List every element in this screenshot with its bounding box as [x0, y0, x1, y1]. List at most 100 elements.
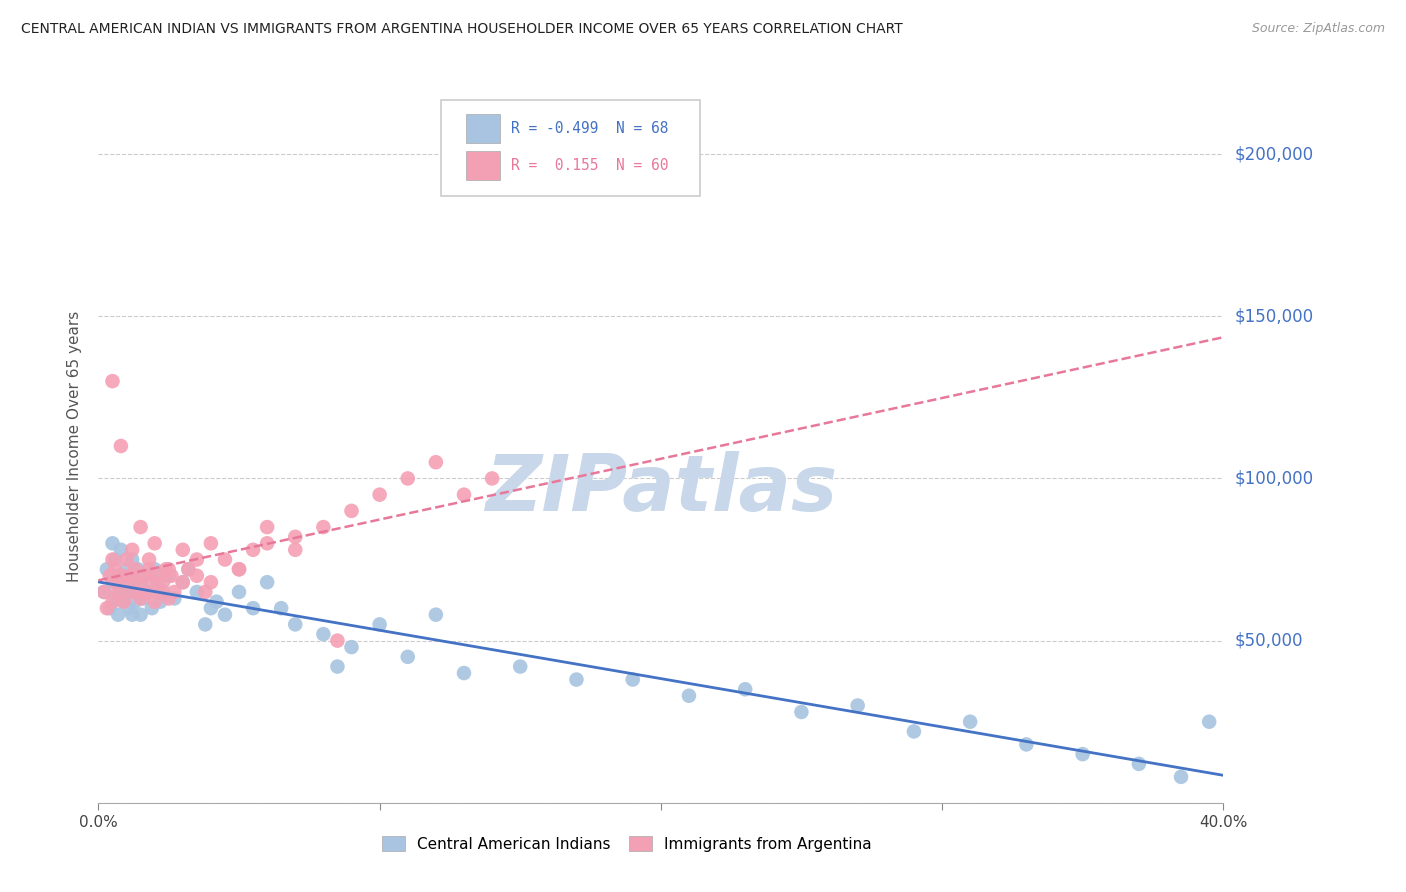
Point	[157, 562, 180, 576]
Point	[172, 575, 194, 590]
Text: R = -0.499  N = 68: R = -0.499 N = 68	[512, 121, 669, 136]
Point	[157, 568, 180, 582]
Point	[228, 562, 250, 576]
Point	[104, 575, 127, 590]
Point	[194, 617, 217, 632]
Point	[93, 585, 115, 599]
Point	[143, 536, 166, 550]
Point	[118, 601, 141, 615]
Point	[177, 562, 200, 576]
Point	[132, 568, 155, 582]
Point	[110, 439, 132, 453]
FancyBboxPatch shape	[467, 114, 501, 143]
Point	[118, 568, 141, 582]
Point	[138, 562, 160, 576]
Point	[101, 552, 124, 566]
Point	[112, 568, 135, 582]
Text: $150,000: $150,000	[1234, 307, 1313, 326]
Point	[242, 601, 264, 615]
Point	[152, 585, 174, 599]
Point	[200, 601, 222, 615]
Point	[453, 666, 475, 681]
Point	[107, 585, 129, 599]
Point	[146, 568, 169, 582]
Point	[96, 601, 118, 615]
Point	[256, 575, 278, 590]
Point	[104, 562, 127, 576]
Point	[1128, 756, 1150, 771]
Point	[242, 542, 264, 557]
Point	[425, 455, 447, 469]
Point	[734, 682, 756, 697]
Point	[284, 530, 307, 544]
Point	[1071, 747, 1094, 761]
Point	[110, 568, 132, 582]
Point	[256, 520, 278, 534]
Point	[127, 562, 149, 576]
Point	[270, 601, 292, 615]
Point	[326, 633, 349, 648]
Point	[160, 568, 183, 582]
Point	[107, 568, 129, 582]
Point	[121, 607, 143, 622]
Point	[124, 562, 146, 576]
Point	[138, 552, 160, 566]
Point	[396, 471, 419, 485]
Text: $100,000: $100,000	[1234, 469, 1313, 487]
Point	[1015, 738, 1038, 752]
Point	[509, 659, 531, 673]
Point	[312, 627, 335, 641]
Point	[104, 591, 127, 606]
Point	[678, 689, 700, 703]
Point	[481, 471, 503, 485]
Point	[186, 585, 208, 599]
Point	[104, 552, 127, 566]
Point	[138, 585, 160, 599]
Point	[101, 595, 124, 609]
Point	[621, 673, 644, 687]
Point	[127, 575, 149, 590]
Point	[152, 575, 174, 590]
Point	[115, 585, 138, 599]
Text: CENTRAL AMERICAN INDIAN VS IMMIGRANTS FROM ARGENTINA HOUSEHOLDER INCOME OVER 65 : CENTRAL AMERICAN INDIAN VS IMMIGRANTS FR…	[21, 22, 903, 37]
FancyBboxPatch shape	[441, 100, 700, 196]
Text: ZIPatlas: ZIPatlas	[485, 450, 837, 527]
Point	[101, 374, 124, 388]
Text: Source: ZipAtlas.com: Source: ZipAtlas.com	[1251, 22, 1385, 36]
Point	[146, 575, 169, 590]
Point	[565, 673, 588, 687]
Point	[101, 536, 124, 550]
Point	[205, 595, 228, 609]
Point	[129, 607, 152, 622]
Y-axis label: Householder Income Over 65 years: Householder Income Over 65 years	[67, 310, 83, 582]
Point	[453, 488, 475, 502]
Point	[228, 585, 250, 599]
Point	[368, 488, 391, 502]
Point	[112, 595, 135, 609]
Point	[121, 552, 143, 566]
Point	[396, 649, 419, 664]
Point	[129, 591, 152, 606]
Point	[194, 585, 217, 599]
Point	[98, 601, 121, 615]
Point	[959, 714, 981, 729]
Point	[110, 542, 132, 557]
Point	[200, 536, 222, 550]
Point	[312, 520, 335, 534]
Point	[155, 562, 177, 576]
Point	[157, 591, 180, 606]
Point	[1198, 714, 1220, 729]
Point	[163, 591, 186, 606]
Legend: Central American Indians, Immigrants from Argentina: Central American Indians, Immigrants fro…	[374, 829, 880, 859]
Point	[101, 575, 124, 590]
Point	[340, 640, 363, 654]
Point	[284, 542, 307, 557]
Point	[141, 601, 163, 615]
Point	[425, 607, 447, 622]
Point	[149, 595, 172, 609]
Point	[132, 591, 155, 606]
Point	[163, 585, 186, 599]
Text: $200,000: $200,000	[1234, 145, 1313, 163]
Point	[172, 542, 194, 557]
Point	[790, 705, 813, 719]
